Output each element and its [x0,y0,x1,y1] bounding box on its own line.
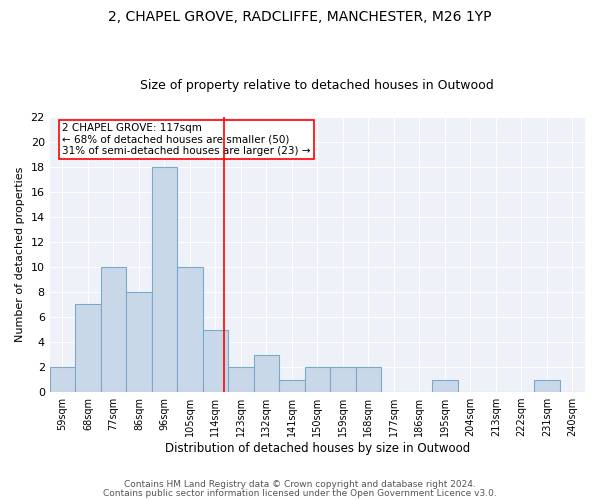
Bar [534,380,560,392]
Bar [432,380,458,392]
Bar [254,354,279,392]
Bar [228,367,254,392]
Bar [75,304,101,392]
Title: Size of property relative to detached houses in Outwood: Size of property relative to detached ho… [140,79,494,92]
Bar [203,330,228,392]
Bar [330,367,356,392]
Bar [50,367,75,392]
Bar [279,380,305,392]
Text: 2 CHAPEL GROVE: 117sqm
← 68% of detached houses are smaller (50)
31% of semi-det: 2 CHAPEL GROVE: 117sqm ← 68% of detached… [62,123,311,156]
Text: Contains HM Land Registry data © Crown copyright and database right 2024.: Contains HM Land Registry data © Crown c… [124,480,476,489]
Bar [177,267,203,392]
Text: 2, CHAPEL GROVE, RADCLIFFE, MANCHESTER, M26 1YP: 2, CHAPEL GROVE, RADCLIFFE, MANCHESTER, … [108,10,492,24]
Bar [356,367,381,392]
Text: Contains public sector information licensed under the Open Government Licence v3: Contains public sector information licen… [103,488,497,498]
X-axis label: Distribution of detached houses by size in Outwood: Distribution of detached houses by size … [165,442,470,455]
Bar [126,292,152,392]
Bar [305,367,330,392]
Y-axis label: Number of detached properties: Number of detached properties [15,166,25,342]
Bar [152,167,177,392]
Bar [101,267,126,392]
